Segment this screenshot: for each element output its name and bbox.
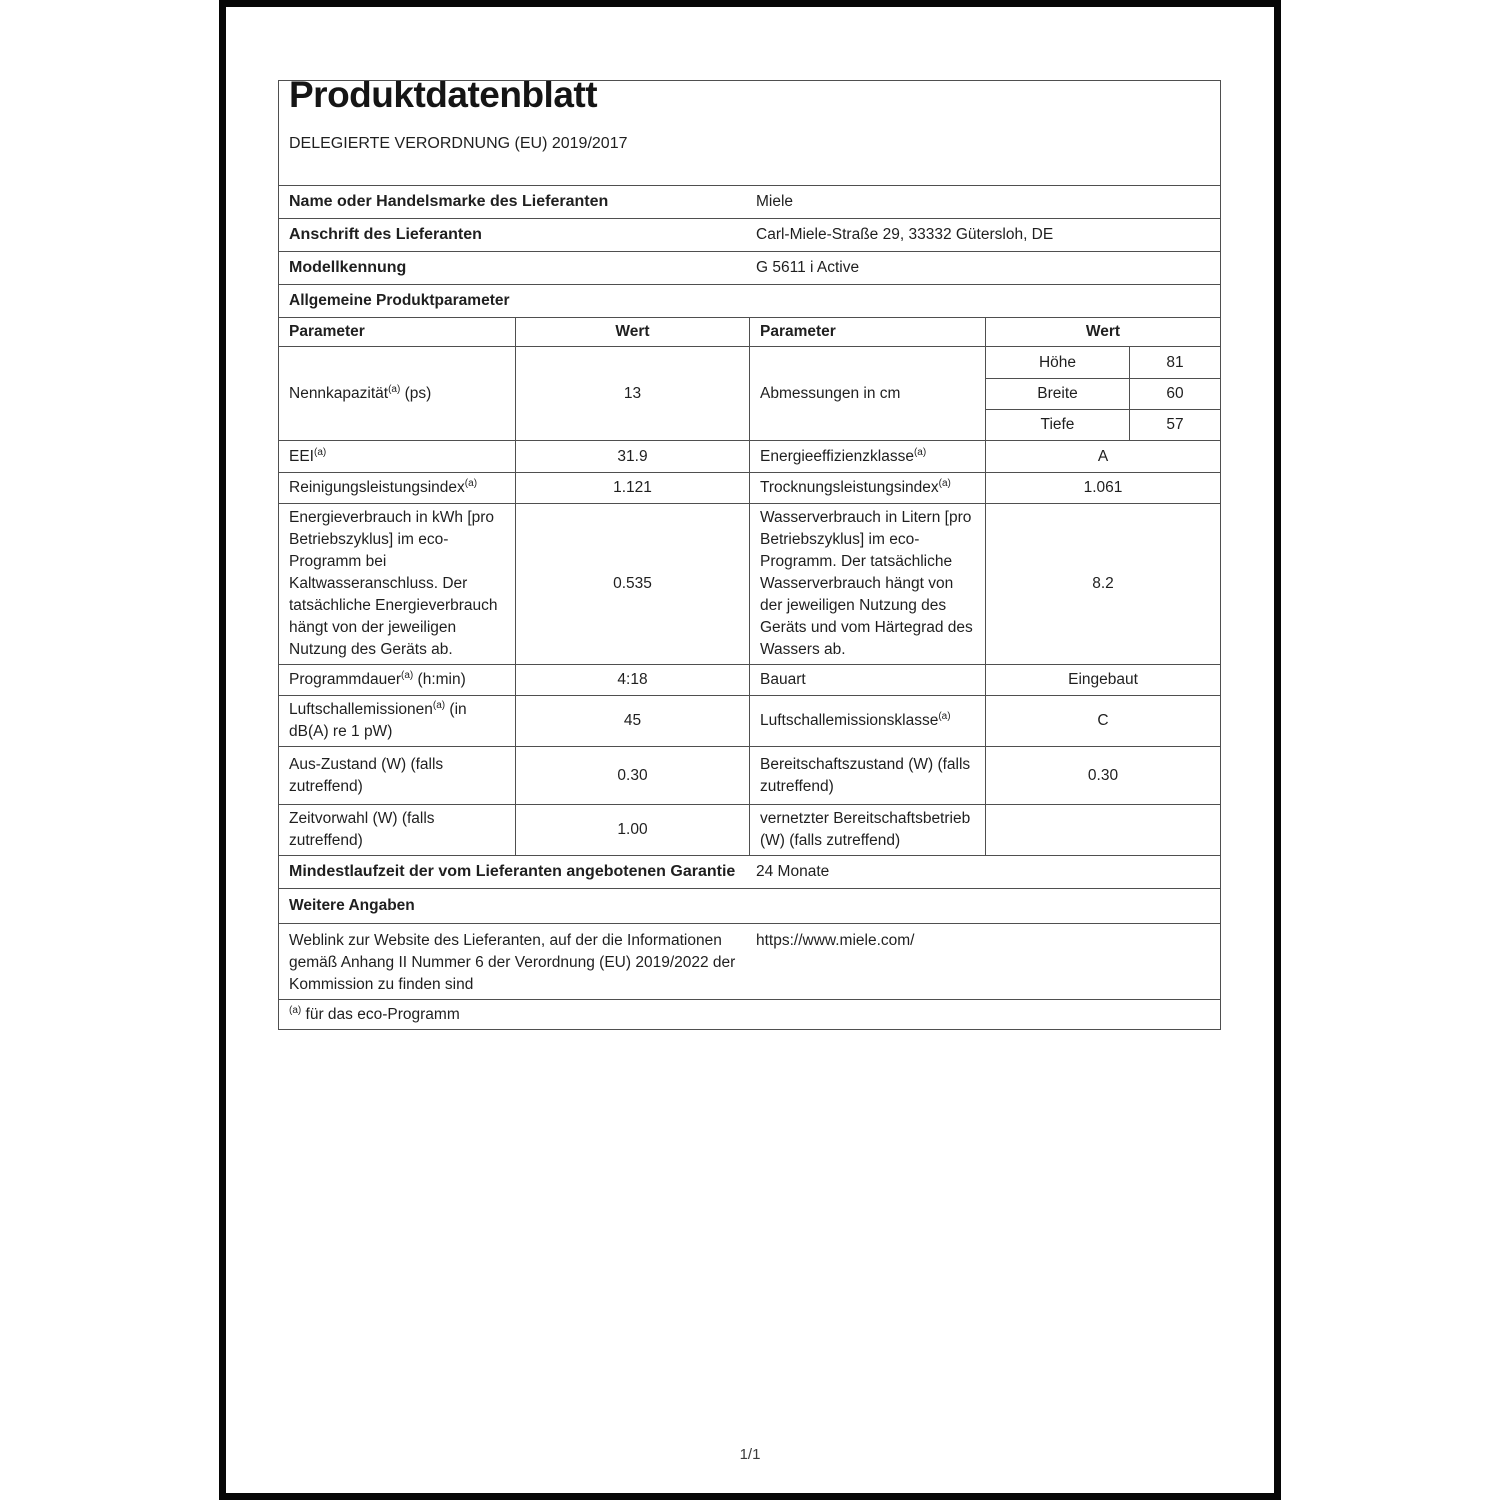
capacity-label-cell: Nennkapazität(a) (ps) bbox=[278, 346, 516, 441]
param-label-cell: EEI(a) bbox=[278, 440, 516, 473]
param-value-cell: A bbox=[984, 440, 1222, 473]
param-value-cell bbox=[984, 804, 1222, 856]
warranty-label: Mindestlaufzeit der vom Lieferanten ange… bbox=[289, 863, 736, 880]
param-label-cell: Luftschallemissionen(a) (in dB(A) re 1 p… bbox=[278, 695, 516, 747]
model-id-value: G 5611 i Active bbox=[756, 259, 860, 276]
param-label-cell: Programmdauer(a) (h:min) bbox=[278, 664, 516, 696]
section-header-row-further: Weitere Angaben bbox=[277, 888, 1222, 924]
param-value-cell: C bbox=[984, 695, 1222, 747]
param-value-cell: 1.061 bbox=[984, 472, 1222, 504]
datasheet-table: Produktdatenblatt DELEGIERTE VERORDNUNG … bbox=[277, 80, 1222, 1030]
param-label-cell: Energieverbrauch in kWh [pro Betriebszyk… bbox=[278, 503, 516, 665]
column-header-row: Parameter Wert Parameter Wert bbox=[278, 317, 1222, 347]
dimension-value-hoehe: 81 bbox=[1128, 346, 1222, 379]
table-row-consumption: Energieverbrauch in kWh [pro Betriebszyk… bbox=[278, 503, 1222, 665]
param-label-cell: Aus-Zustand (W) (falls zutreffend) bbox=[278, 746, 516, 805]
table-row-capacity-dimensions: Nennkapazität(a) (ps) 13 Abmessungen in … bbox=[278, 346, 1222, 441]
table-row-dimension-tiefe: Tiefe 57 bbox=[279, 409, 1222, 441]
header-param-right: Parameter bbox=[749, 317, 986, 347]
table-row-supplier-address: Anschrift des Lieferanten Carl-Miele-Str… bbox=[277, 218, 1222, 252]
page-title: Produktdatenblatt bbox=[289, 80, 598, 115]
section-title-general: Allgemeine Produktparameter bbox=[277, 284, 1222, 318]
footnote: (a) für das eco-Programm bbox=[277, 999, 1222, 1030]
weblink-label: Weblink zur Website des Lieferanten, auf… bbox=[289, 932, 736, 993]
param-label-cell: Bauart bbox=[749, 664, 986, 696]
param-value-cell: 0.535 bbox=[515, 503, 750, 665]
table-row-noise: Luftschallemissionen(a) (in dB(A) re 1 p… bbox=[278, 695, 1222, 747]
header-param-left: Parameter bbox=[278, 317, 516, 347]
param-label-cell: Zeitvorwahl (W) (falls zutreffend) bbox=[278, 804, 516, 856]
warranty-value: 24 Monate bbox=[756, 863, 830, 880]
table-row-duration: Programmdauer(a) (h:min) 4:18 Bauart Ein… bbox=[278, 664, 1222, 696]
supplier-name-label: Name oder Handelsmarke des Lieferanten bbox=[289, 193, 609, 210]
page-number: 1/1 bbox=[739, 1446, 761, 1463]
header-value-right: Wert bbox=[984, 317, 1222, 347]
param-label-cell: Wasserverbrauch in Litern [pro Betriebsz… bbox=[749, 503, 986, 665]
param-label-cell: Luftschallemissionsklasse(a) bbox=[749, 695, 986, 747]
param-value-cell: 31.9 bbox=[515, 440, 750, 473]
param-value-cell: 0.30 bbox=[515, 746, 750, 805]
table-row-weblink: Weblink zur Website des Lieferanten, auf… bbox=[277, 923, 1222, 1000]
dimension-value-breite: 60 bbox=[1128, 378, 1222, 410]
dimensions-label-cell: Abmessungen in cm bbox=[749, 346, 986, 441]
table-row-indexes: Reinigungsleistungsindex(a) 1.121 Trockn… bbox=[278, 472, 1222, 504]
param-value-cell: 4:18 bbox=[515, 664, 750, 696]
param-label-cell: Reinigungsleistungsindex(a) bbox=[278, 472, 516, 504]
table-row-warranty: Mindestlaufzeit der vom Lieferanten ange… bbox=[277, 855, 1222, 889]
param-value-cell: 1.121 bbox=[515, 472, 750, 504]
table-row-supplier-name: Name oder Handelsmarke des Lieferanten M… bbox=[277, 185, 1222, 219]
regulation-subtitle: DELEGIERTE VERORDNUNG (EU) 2019/2017 bbox=[289, 135, 628, 152]
supplier-address-value: Carl-Miele-Straße 29, 33332 Gütersloh, D… bbox=[756, 226, 1054, 243]
param-label-cell: vernetzter Bereitschaftsbetrieb (W) (fal… bbox=[749, 804, 986, 856]
supplier-address-label: Anschrift des Lieferanten bbox=[289, 226, 482, 243]
header-value-left: Wert bbox=[515, 317, 750, 347]
model-id-label: Modellkennung bbox=[289, 259, 407, 276]
dimension-name-breite: Breite bbox=[985, 378, 1130, 410]
table-row-footnote: (a) für das eco-Programm bbox=[277, 999, 1222, 1030]
param-label-cell: Bereitschaftszustand (W) (falls zutreffe… bbox=[749, 746, 986, 805]
document-page: Produktdatenblatt DELEGIERTE VERORDNUNG … bbox=[219, 0, 1281, 1500]
table-row-dimension-breite: Breite 60 bbox=[279, 378, 1222, 410]
param-value-cell: 45 bbox=[515, 695, 750, 747]
dimension-name-hoehe: Höhe bbox=[985, 346, 1130, 379]
table-row-off-standby: Aus-Zustand (W) (falls zutreffend) 0.30 … bbox=[278, 746, 1222, 805]
param-value-cell: Eingebaut bbox=[984, 664, 1222, 696]
table-row-delay-networked: Zeitvorwahl (W) (falls zutreffend) 1.00 … bbox=[278, 804, 1222, 856]
weblink-url[interactable]: https://www.miele.com/ bbox=[756, 932, 915, 949]
capacity-value-cell: 13 bbox=[515, 346, 750, 441]
param-value-cell: 8.2 bbox=[984, 503, 1222, 665]
table-row-model-id: Modellkennung G 5611 i Active bbox=[277, 251, 1222, 285]
table-row-eei: EEI(a) 31.9 Energieeffizienzklasse(a) A bbox=[278, 440, 1222, 473]
title-row: Produktdatenblatt DELEGIERTE VERORDNUNG … bbox=[277, 80, 1222, 186]
param-value-cell: 0.30 bbox=[984, 746, 1222, 805]
supplier-name-value: Miele bbox=[756, 193, 794, 210]
param-label-cell: Energieeffizienzklasse(a) bbox=[749, 440, 986, 473]
dimension-name-tiefe: Tiefe bbox=[985, 409, 1130, 441]
dimension-value-tiefe: 57 bbox=[1128, 409, 1222, 441]
section-header-row: Allgemeine Produktparameter bbox=[277, 284, 1222, 318]
section-title-further: Weitere Angaben bbox=[277, 888, 1222, 924]
param-value-cell: 1.00 bbox=[515, 804, 750, 856]
param-label-cell: Trocknungsleistungsindex(a) bbox=[749, 472, 986, 504]
